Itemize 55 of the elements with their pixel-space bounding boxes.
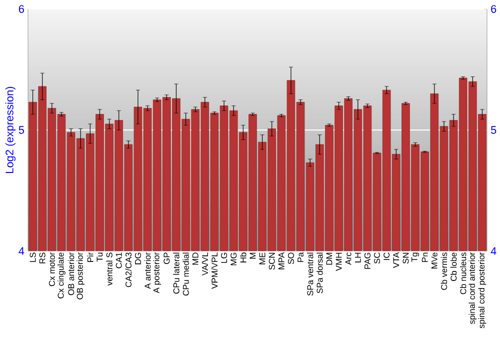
- y2-tick-label: 5: [490, 126, 496, 134]
- x-tick-label: Cb nucleus: [460, 252, 466, 294]
- x-tick-label: RS: [39, 252, 46, 264]
- x-tick-label: LG: [221, 252, 228, 263]
- x-tick-label: DG: [134, 252, 141, 264]
- x-tick-label: A anterior: [144, 252, 151, 289]
- x-tick-label: VA/VL: [202, 252, 208, 276]
- x-tick-label: Cb vermis: [440, 252, 448, 290]
- x-tick-label: SO: [288, 252, 294, 264]
- x-tick-label: MD: [192, 252, 198, 265]
- x-tick-label: A posterior: [153, 252, 162, 294]
- x-tick-label: Cx motor: [48, 252, 55, 286]
- x-tick-label: SC: [374, 252, 380, 264]
- x-tick-label: CA1: [116, 252, 122, 268]
- x-tick-label: Pa: [298, 252, 304, 262]
- x-tick-label: DM: [326, 252, 332, 265]
- x-tick-label: MG: [230, 252, 237, 266]
- x-tick-label: Cb lobe: [450, 252, 457, 281]
- x-tick-label: ventral S: [106, 252, 112, 286]
- x-tick-label: MVe: [431, 252, 438, 268]
- x-tick-label: SPa dorsal: [316, 252, 323, 294]
- x-tick-label: GP: [164, 252, 170, 264]
- x-tick-label: MPA: [278, 252, 284, 270]
- x-tick-label: spinal cord anterior: [468, 252, 477, 324]
- x-tick-label: PAG: [364, 252, 370, 269]
- x-tick-label: CA2/CA3: [125, 252, 132, 288]
- x-tick-label: LH: [354, 252, 361, 262]
- x-tick-label: VPM/VPL: [211, 252, 218, 289]
- x-tick-label: ME: [259, 252, 266, 264]
- y-tick-label: 6: [18, 5, 24, 13]
- x-tick-label: CPu lateral: [173, 252, 180, 294]
- y2-tick-label: 4: [490, 247, 496, 255]
- x-tick-label: Tu: [96, 252, 103, 262]
- x-tick-label: VTA: [393, 252, 400, 268]
- x-tick-label: VMH: [336, 252, 342, 271]
- x-tick-label: LS: [30, 252, 36, 262]
- x-tick-label: IC: [384, 252, 390, 260]
- x-tick-label: SPa ventral: [306, 252, 314, 296]
- y2-tick-label: 6: [491, 5, 496, 13]
- x-tick-label: Cx cingulate: [58, 252, 66, 298]
- y-axis-title: Log2 (expression): [5, 86, 16, 173]
- y-tick-label: 4: [18, 247, 24, 255]
- x-tick-label: Pn: [422, 252, 428, 262]
- y-tick-label: 5: [18, 126, 24, 134]
- x-tick-label: spinal cord posterior: [478, 252, 486, 328]
- x-tick-label: M: [250, 252, 256, 259]
- x-tick-label: OB posterior: [76, 252, 85, 300]
- x-tick-label: Hb: [240, 252, 246, 262]
- x-tick-label: Tg: [411, 252, 420, 262]
- x-tick-label: OB anterior: [68, 252, 74, 296]
- x-tick-label: Arc: [345, 252, 352, 265]
- x-tick-label: SN: [402, 252, 409, 264]
- x-tick-label: SCN: [268, 252, 275, 270]
- x-tick-label: CPu medial: [182, 252, 189, 296]
- x-tick-label: Pir: [87, 252, 94, 262]
